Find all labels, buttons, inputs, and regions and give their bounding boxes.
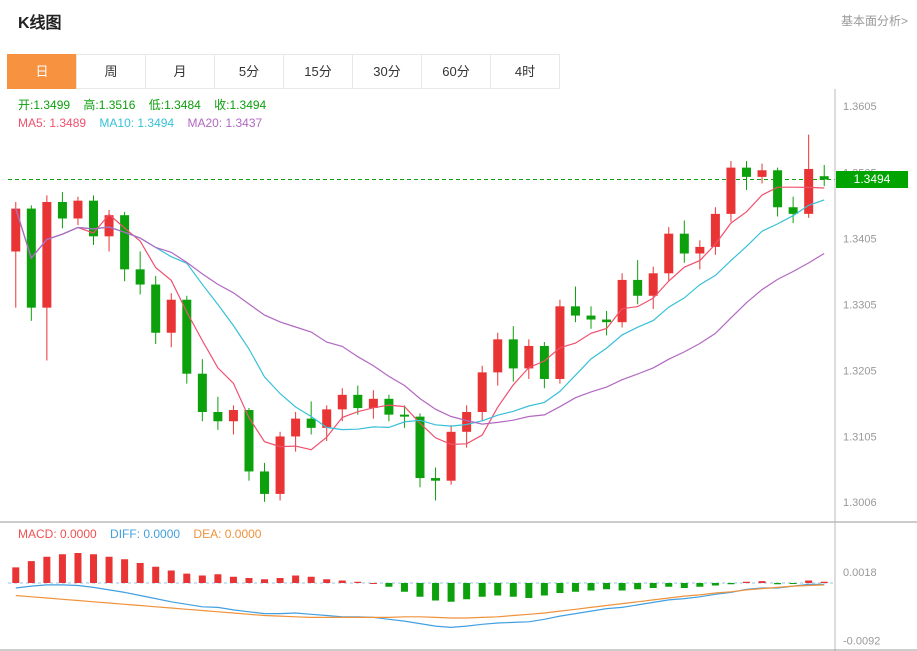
macd-value: MACD: 0.0000 <box>18 527 97 541</box>
open-value: 开:1.3499 <box>18 98 71 112</box>
macd-histogram <box>12 553 828 602</box>
tab-4hour[interactable]: 4时 <box>490 54 560 89</box>
ma-legend: MA5: 1.3489 MA10: 1.3494 MA20: 1.3437 <box>18 116 272 130</box>
ma10-value: MA10: 1.3494 <box>99 116 175 130</box>
ma10-line <box>15 199 825 431</box>
price-axis-label: 1.3205 <box>843 365 877 377</box>
current-price-badge: 1.3494 <box>836 170 908 188</box>
macd-axis-label: -0.0092 <box>843 636 880 648</box>
tab-15min[interactable]: 15分 <box>283 54 353 89</box>
ma20-value: MA20: 1.3437 <box>187 116 263 130</box>
tab-month[interactable]: 月 <box>145 54 215 89</box>
fundamental-analysis-link[interactable]: 基本面分析> <box>840 14 908 28</box>
ma5-value: MA5: 1.3489 <box>18 116 87 130</box>
tab-5min[interactable]: 5分 <box>214 54 284 89</box>
tab-60min[interactable]: 60分 <box>421 54 491 89</box>
price-axis-label: 1.3105 <box>843 431 877 443</box>
page-title: K线图 <box>18 15 62 32</box>
price-axis-label: 1.3305 <box>843 299 877 311</box>
close-value: 收:1.3494 <box>214 98 267 112</box>
candles-group <box>11 134 829 502</box>
ma20-line <box>15 208 825 425</box>
ma5-line <box>15 186 825 451</box>
page-header: K线图 基本面分析> <box>0 0 917 46</box>
dea-line <box>15 584 825 619</box>
diff-value: DIFF: 0.0000 <box>110 527 181 541</box>
kline-candlestick-chart[interactable]: 1.36051.35051.34051.33051.32051.31051.30… <box>0 89 917 651</box>
tab-day[interactable]: 日 <box>7 54 77 89</box>
low-value: 低:1.3484 <box>148 98 201 112</box>
price-axis-label: 1.3605 <box>843 101 877 113</box>
price-axis-label: 1.3405 <box>843 233 877 245</box>
macd-axis-label: 0.0018 <box>843 567 877 579</box>
tab-30min[interactable]: 30分 <box>352 54 422 89</box>
macd-legend: MACD: 0.0000 DIFF: 0.0000 DEA: 0.0000 <box>18 527 271 541</box>
interval-tab-bar: 日 周 月 5分 15分 30分 60分 4时 <box>7 54 560 89</box>
dea-value: DEA: 0.0000 <box>193 527 262 541</box>
tab-week[interactable]: 周 <box>76 54 146 89</box>
chart-area: 1.36051.35051.34051.33051.32051.31051.30… <box>0 89 917 651</box>
diff-line <box>15 583 825 629</box>
ohlc-legend: 开:1.3499 高:1.3516 低:1.3484 收:1.3494 <box>18 96 276 113</box>
price-axis-label: 1.3006 <box>843 497 877 509</box>
high-value: 高:1.3516 <box>83 98 136 112</box>
